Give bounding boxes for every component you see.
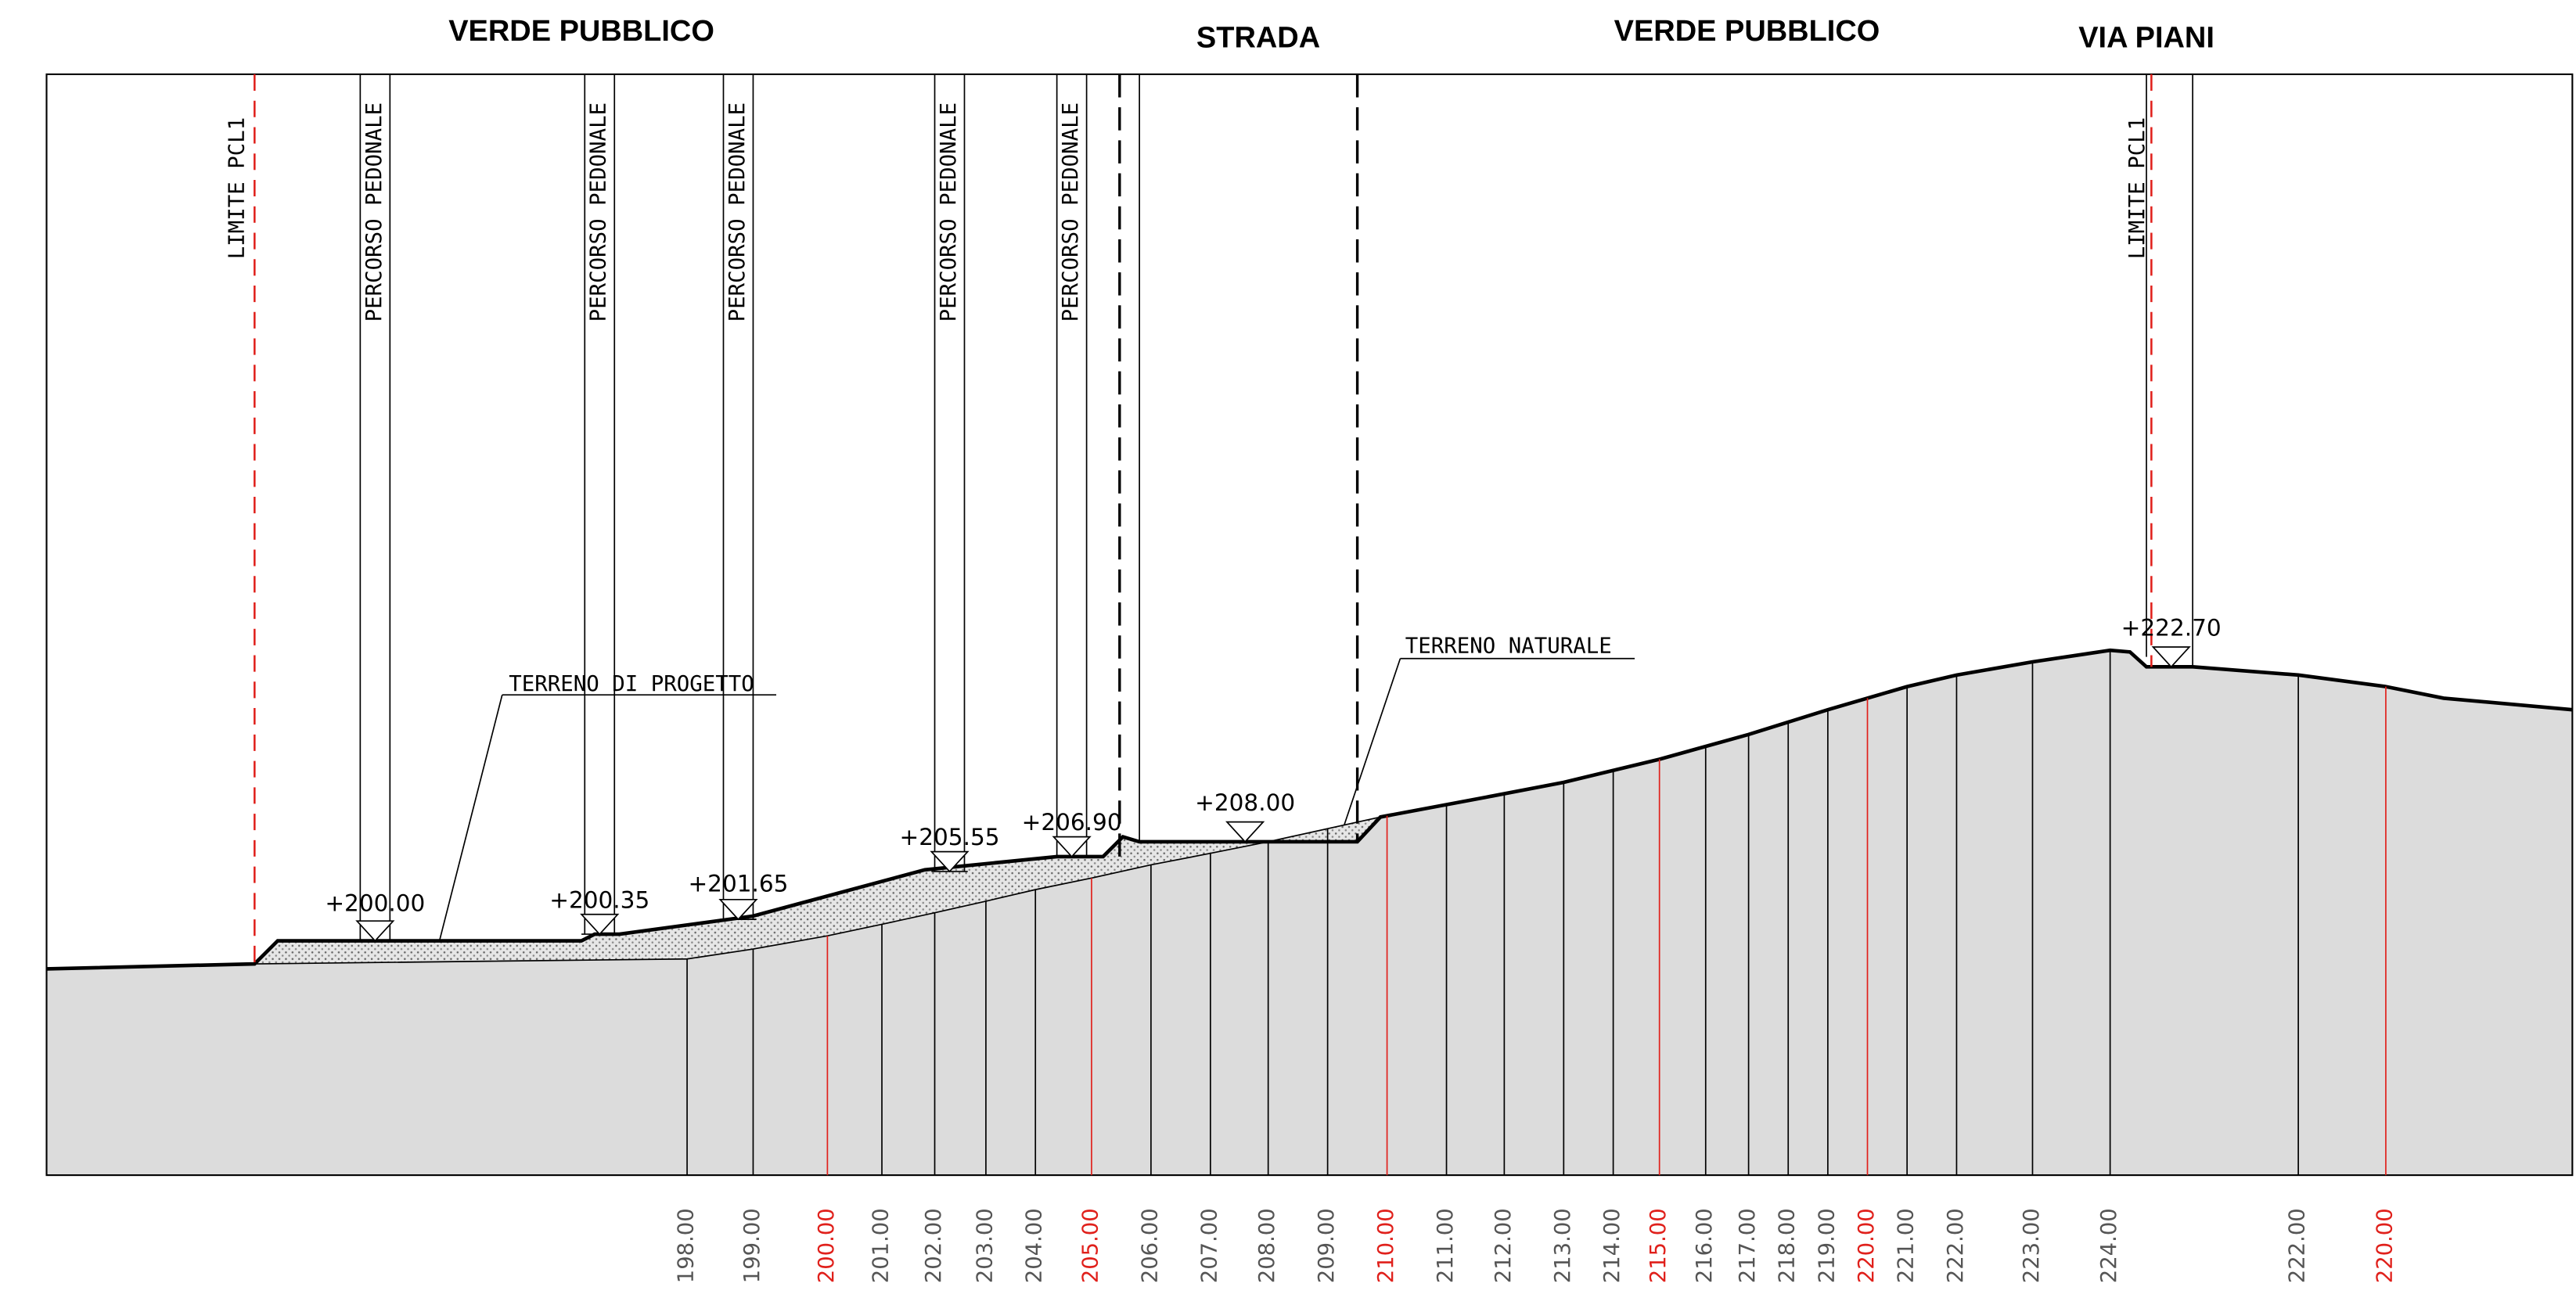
level-label: 206.00 <box>1138 1208 1162 1283</box>
level-label: 204.00 <box>1023 1208 1047 1283</box>
level-label: 220.00 <box>1855 1208 1879 1283</box>
level-label: 198.00 <box>675 1208 699 1283</box>
level-label: 212.00 <box>1491 1208 1516 1283</box>
walkway-label: PERCORSO PEDONALE <box>362 102 387 322</box>
level-marker <box>718 898 758 921</box>
level-label: 209.00 <box>1315 1208 1339 1283</box>
leader <box>1343 658 1401 826</box>
level-label: 214.00 <box>1600 1208 1624 1283</box>
walkway-label: PERCORSO PEDONALE <box>937 102 961 322</box>
level-label: 221.00 <box>1894 1208 1919 1283</box>
level-label: 213.00 <box>1551 1208 1575 1283</box>
natural-ground <box>46 650 2573 1176</box>
level-label: 210.00 <box>1374 1208 1398 1283</box>
elevation-label: +205.55 <box>900 824 1000 850</box>
walkway-label: PERCORSO PEDONALE <box>1059 102 1083 322</box>
level-label: 200.00 <box>815 1208 839 1283</box>
elevation-label: +200.35 <box>549 886 649 913</box>
elevation-label: +206.90 <box>1022 809 1122 836</box>
level-label: 211.00 <box>1434 1208 1458 1283</box>
level-marker <box>930 850 970 873</box>
elevation-label: +222.70 <box>2121 614 2222 641</box>
walkway-label: PERCORSO PEDONALE <box>725 102 750 322</box>
level-label: 218.00 <box>1775 1208 1800 1283</box>
level-label: 224.00 <box>2097 1208 2121 1283</box>
level-label: 203.00 <box>973 1208 997 1283</box>
level-label: 208.00 <box>1255 1208 1279 1283</box>
zone-title: VIA PIANI <box>2078 22 2214 55</box>
level-label: 216.00 <box>1693 1208 1717 1283</box>
level-marker <box>1225 821 1265 843</box>
frame <box>45 73 2574 1177</box>
level-marker <box>580 913 620 936</box>
level-label: 217.00 <box>1736 1208 1760 1283</box>
level-label: 207.00 <box>1197 1208 1221 1283</box>
level-label: 202.00 <box>922 1208 946 1283</box>
level-label: 223.00 <box>2020 1208 2044 1283</box>
level-label: 222.00 <box>2286 1208 2310 1283</box>
level-label: 215.00 <box>1646 1208 1671 1283</box>
limit-label: LIMITE PCL1 <box>225 117 250 260</box>
leader <box>438 694 503 941</box>
zone-title: VERDE PUBBLICO <box>448 15 714 48</box>
walkway-label: PERCORSO PEDONALE <box>587 102 611 322</box>
level-marker <box>1052 836 1092 858</box>
annotation: TERRENO DI PROGETTO <box>509 672 754 696</box>
elevation-label: +208.00 <box>1195 789 1295 816</box>
fill-area <box>46 817 1381 969</box>
elevation-label: +200.00 <box>325 890 425 917</box>
level-label: 222.00 <box>1944 1208 1968 1283</box>
level-label: 220.00 <box>2373 1208 2397 1283</box>
level-marker <box>355 920 395 942</box>
zone-title: VERDE PUBBLICO <box>1614 15 1880 48</box>
zone-title: STRADA <box>1196 22 1320 55</box>
level-label: 201.00 <box>869 1208 894 1283</box>
level-label: 205.00 <box>1078 1208 1103 1283</box>
level-label: 219.00 <box>1815 1208 1839 1283</box>
elevation-label: +201.65 <box>688 870 788 897</box>
limit-label: LIMITE PCL1 <box>2125 117 2150 260</box>
level-label: 199.00 <box>740 1208 765 1283</box>
level-marker <box>2151 646 2191 668</box>
annotation: TERRENO NATURALE <box>1405 634 1612 659</box>
